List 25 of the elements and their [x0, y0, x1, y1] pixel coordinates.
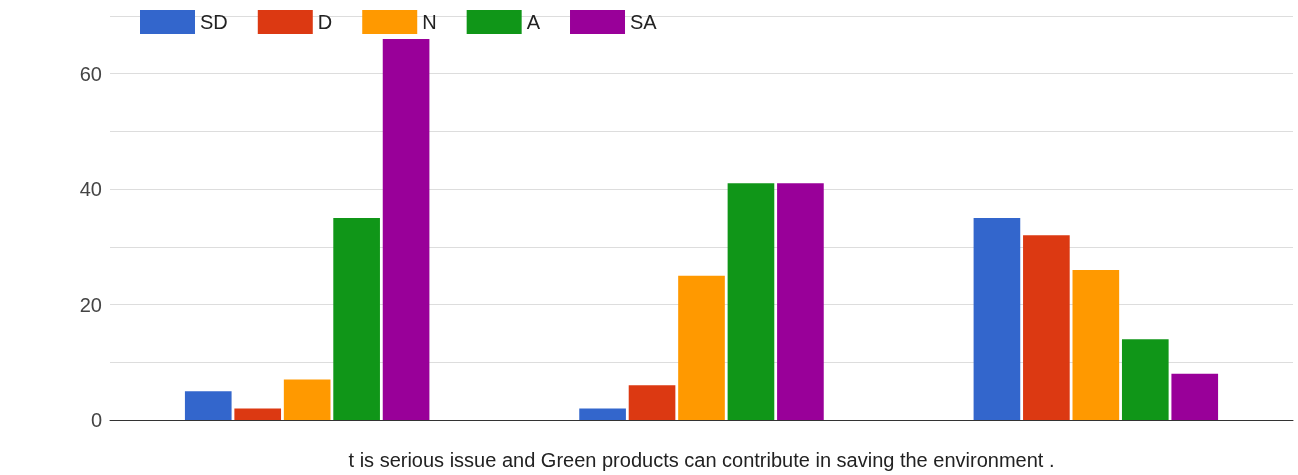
y-tick-label: 40 [79, 178, 102, 201]
bar [184, 391, 232, 420]
bar [1121, 339, 1169, 420]
bar [234, 408, 282, 420]
x-axis-title: t is serious issue and Green products can contribute in saving the environment . [348, 449, 1055, 471]
legend-label: SD [200, 11, 228, 33]
bar [727, 183, 775, 420]
legend-label: N [422, 11, 437, 33]
bar [973, 218, 1021, 420]
y-tick-label: 60 [79, 62, 102, 85]
bar [1072, 269, 1120, 420]
y-tick-label: 0 [90, 409, 102, 431]
bar [579, 408, 626, 420]
bar [1171, 373, 1219, 420]
bar [777, 183, 824, 420]
bar [382, 39, 430, 420]
y-tick-label: 20 [79, 293, 102, 316]
legend-label: SA [630, 11, 658, 33]
bar [1023, 235, 1070, 420]
legend-label: D [317, 11, 333, 33]
bar [283, 379, 331, 420]
bar [678, 275, 725, 420]
bar [333, 218, 380, 420]
legend-label: A [526, 11, 541, 33]
bar [628, 385, 676, 420]
